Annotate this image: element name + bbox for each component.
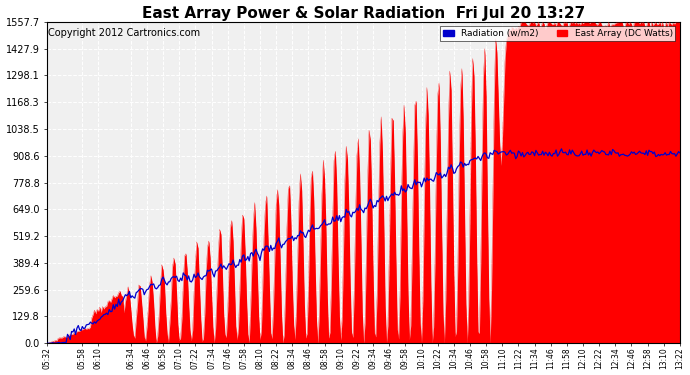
Title: East Array Power & Solar Radiation  Fri Jul 20 13:27: East Array Power & Solar Radiation Fri J… — [142, 6, 585, 21]
Legend: Radiation (w/m2), East Array (DC Watts): Radiation (w/m2), East Array (DC Watts) — [440, 26, 676, 40]
Text: Copyright 2012 Cartronics.com: Copyright 2012 Cartronics.com — [48, 28, 200, 38]
